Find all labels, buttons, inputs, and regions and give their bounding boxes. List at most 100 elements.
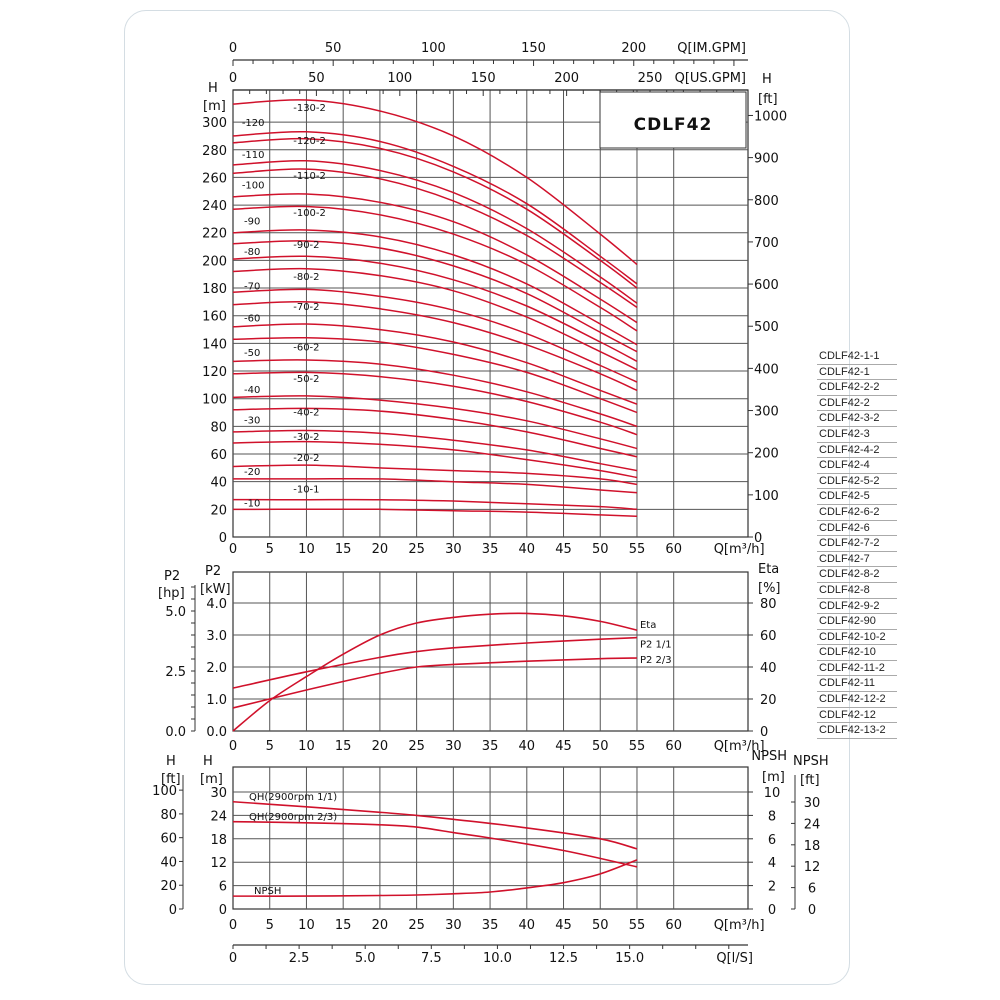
x-tick-label: 55 [629, 739, 646, 754]
npsh-ft-tick-label: 12 [804, 860, 821, 875]
y2-tick-label: 0 [768, 903, 776, 918]
y2-tick-label: 8 [768, 809, 776, 824]
legend-item: CDLF42-8-2 [817, 567, 897, 583]
y2-axis-label: Eta [758, 562, 779, 577]
legend-item: CDLF42-6 [817, 521, 897, 537]
hp-tick-label: 2.5 [165, 665, 186, 680]
y-tick-label: 240 [202, 199, 227, 214]
y2-tick-label: 300 [754, 405, 779, 420]
qh-curve-13 [232, 323, 638, 405]
qh-curve-16 [232, 371, 638, 436]
chart-frame [124, 10, 850, 985]
curve-label: -10 [244, 499, 260, 510]
npsh-ft-tick-label: 30 [804, 796, 821, 811]
y2-tick-label: 40 [760, 661, 777, 676]
curve-label: -50 [244, 348, 260, 359]
title-box [599, 91, 747, 149]
x-tick-label: 20 [372, 542, 389, 557]
top-axis-tick-label: 200 [554, 71, 579, 86]
top-axis-label: Q[US.GPM] [675, 71, 746, 86]
y-tick-label: 0 [219, 903, 227, 918]
y2-tick-label: 6 [768, 833, 776, 848]
curve-label: -40-2 [293, 407, 319, 418]
x-axis-label: Q[m³/h] [714, 918, 765, 933]
y2-tick-label: 900 [754, 152, 779, 167]
x-tick-label: 15 [335, 542, 352, 557]
flow-ls-tick-label: 0 [229, 951, 237, 966]
y-axis-unit: [m] [203, 99, 226, 114]
x-tick-label: 15 [335, 739, 352, 754]
x-tick-label: 30 [445, 739, 462, 754]
y2-tick-label: 2 [768, 880, 776, 895]
top-axis-tick-label: 250 [638, 71, 663, 86]
x-axis-label: Q[m³/h] [714, 739, 765, 754]
x-tick-label: 0 [229, 918, 237, 933]
hp-axis-label: P2 [164, 569, 180, 584]
x-tick-label: 25 [408, 739, 425, 754]
y2-tick-label: 400 [754, 362, 779, 377]
curve-label: -110-2 [293, 171, 326, 182]
legend-item: CDLF42-4 [817, 458, 897, 474]
npsh-chart-curve-0 [232, 800, 638, 850]
hp-tick-label: 5.0 [165, 605, 186, 620]
legend-item: CDLF42-90 [817, 614, 897, 630]
series-label: P2 1/1 [640, 640, 672, 651]
legend-item: CDLF42-11-2 [817, 661, 897, 677]
h-ft-tick-label: 100 [152, 784, 177, 799]
qh-curve-15 [232, 359, 638, 428]
qh-curve-14 [232, 336, 638, 414]
legend-item: CDLF42-2 [817, 396, 897, 412]
curve-label: -10-1 [293, 485, 319, 496]
x-tick-label: 10 [298, 739, 315, 754]
top-axis-tick-label: 200 [621, 41, 646, 56]
top-axis-tick-label: 50 [325, 41, 342, 56]
qh-curve-19 [232, 429, 638, 472]
legend-item: CDLF42-3-2 [817, 411, 897, 427]
y2-tick-label: 0 [754, 531, 762, 546]
top-axis-tick-label: 50 [308, 71, 325, 86]
curve-label: -110 [242, 150, 265, 161]
x-tick-label: 25 [408, 918, 425, 933]
x-tick-label: 5 [266, 739, 274, 754]
legend-item: CDLF42-7 [817, 552, 897, 568]
curve-label: -120-2 [293, 136, 326, 147]
y2-axis-label: NPSH [751, 749, 787, 764]
legend-item: CDLF42-6-2 [817, 505, 897, 521]
y2-tick-label: 700 [754, 236, 779, 251]
curve-label: -80 [244, 247, 260, 258]
y-tick-label: 80 [210, 420, 227, 435]
curve-label: -50-2 [293, 374, 319, 385]
curve-label: -60 [244, 313, 260, 324]
npsh-ft-tick-label: 24 [804, 817, 821, 832]
y2-tick-label: 80 [760, 597, 777, 612]
x-tick-label: 55 [629, 918, 646, 933]
legend-item: CDLF42-1 [817, 365, 897, 381]
curve-label: -20-2 [293, 453, 319, 464]
h-ft-tick-label: 80 [160, 808, 177, 823]
y-tick-label: 280 [202, 144, 227, 159]
curve-label: -130-2 [293, 103, 326, 114]
y-tick-label: 200 [202, 254, 227, 269]
flow-ls-tick-label: 10.0 [483, 951, 512, 966]
legend-item: CDLF42-4-2 [817, 443, 897, 459]
legend-item: CDLF42-9-2 [817, 599, 897, 615]
qh-curve-10 [232, 267, 638, 371]
h-ft-tick-label: 0 [169, 903, 177, 918]
legend-item: CDLF42-8 [817, 583, 897, 599]
qh-curve-18 [232, 407, 638, 458]
hp-tick-label: 0.0 [165, 725, 186, 740]
npsh-ft-tick-label: 0 [808, 903, 816, 918]
x-tick-label: 35 [482, 918, 499, 933]
curve-label: -80-2 [293, 272, 319, 283]
series-label: QH(2900rpm 2/3) [249, 812, 337, 823]
y-tick-label: 180 [202, 282, 227, 297]
legend-item: CDLF42-7-2 [817, 536, 897, 552]
h-ft-tick-label: 40 [160, 855, 177, 870]
legend-item: CDLF42-5 [817, 489, 897, 505]
qh-curve-7 [232, 229, 638, 346]
top-axis-tick-label: 150 [521, 41, 546, 56]
qh-curve-6 [232, 205, 638, 332]
qh-curve-11 [232, 288, 638, 383]
curve-label: -40 [244, 385, 260, 396]
x-tick-label: 15 [335, 918, 352, 933]
